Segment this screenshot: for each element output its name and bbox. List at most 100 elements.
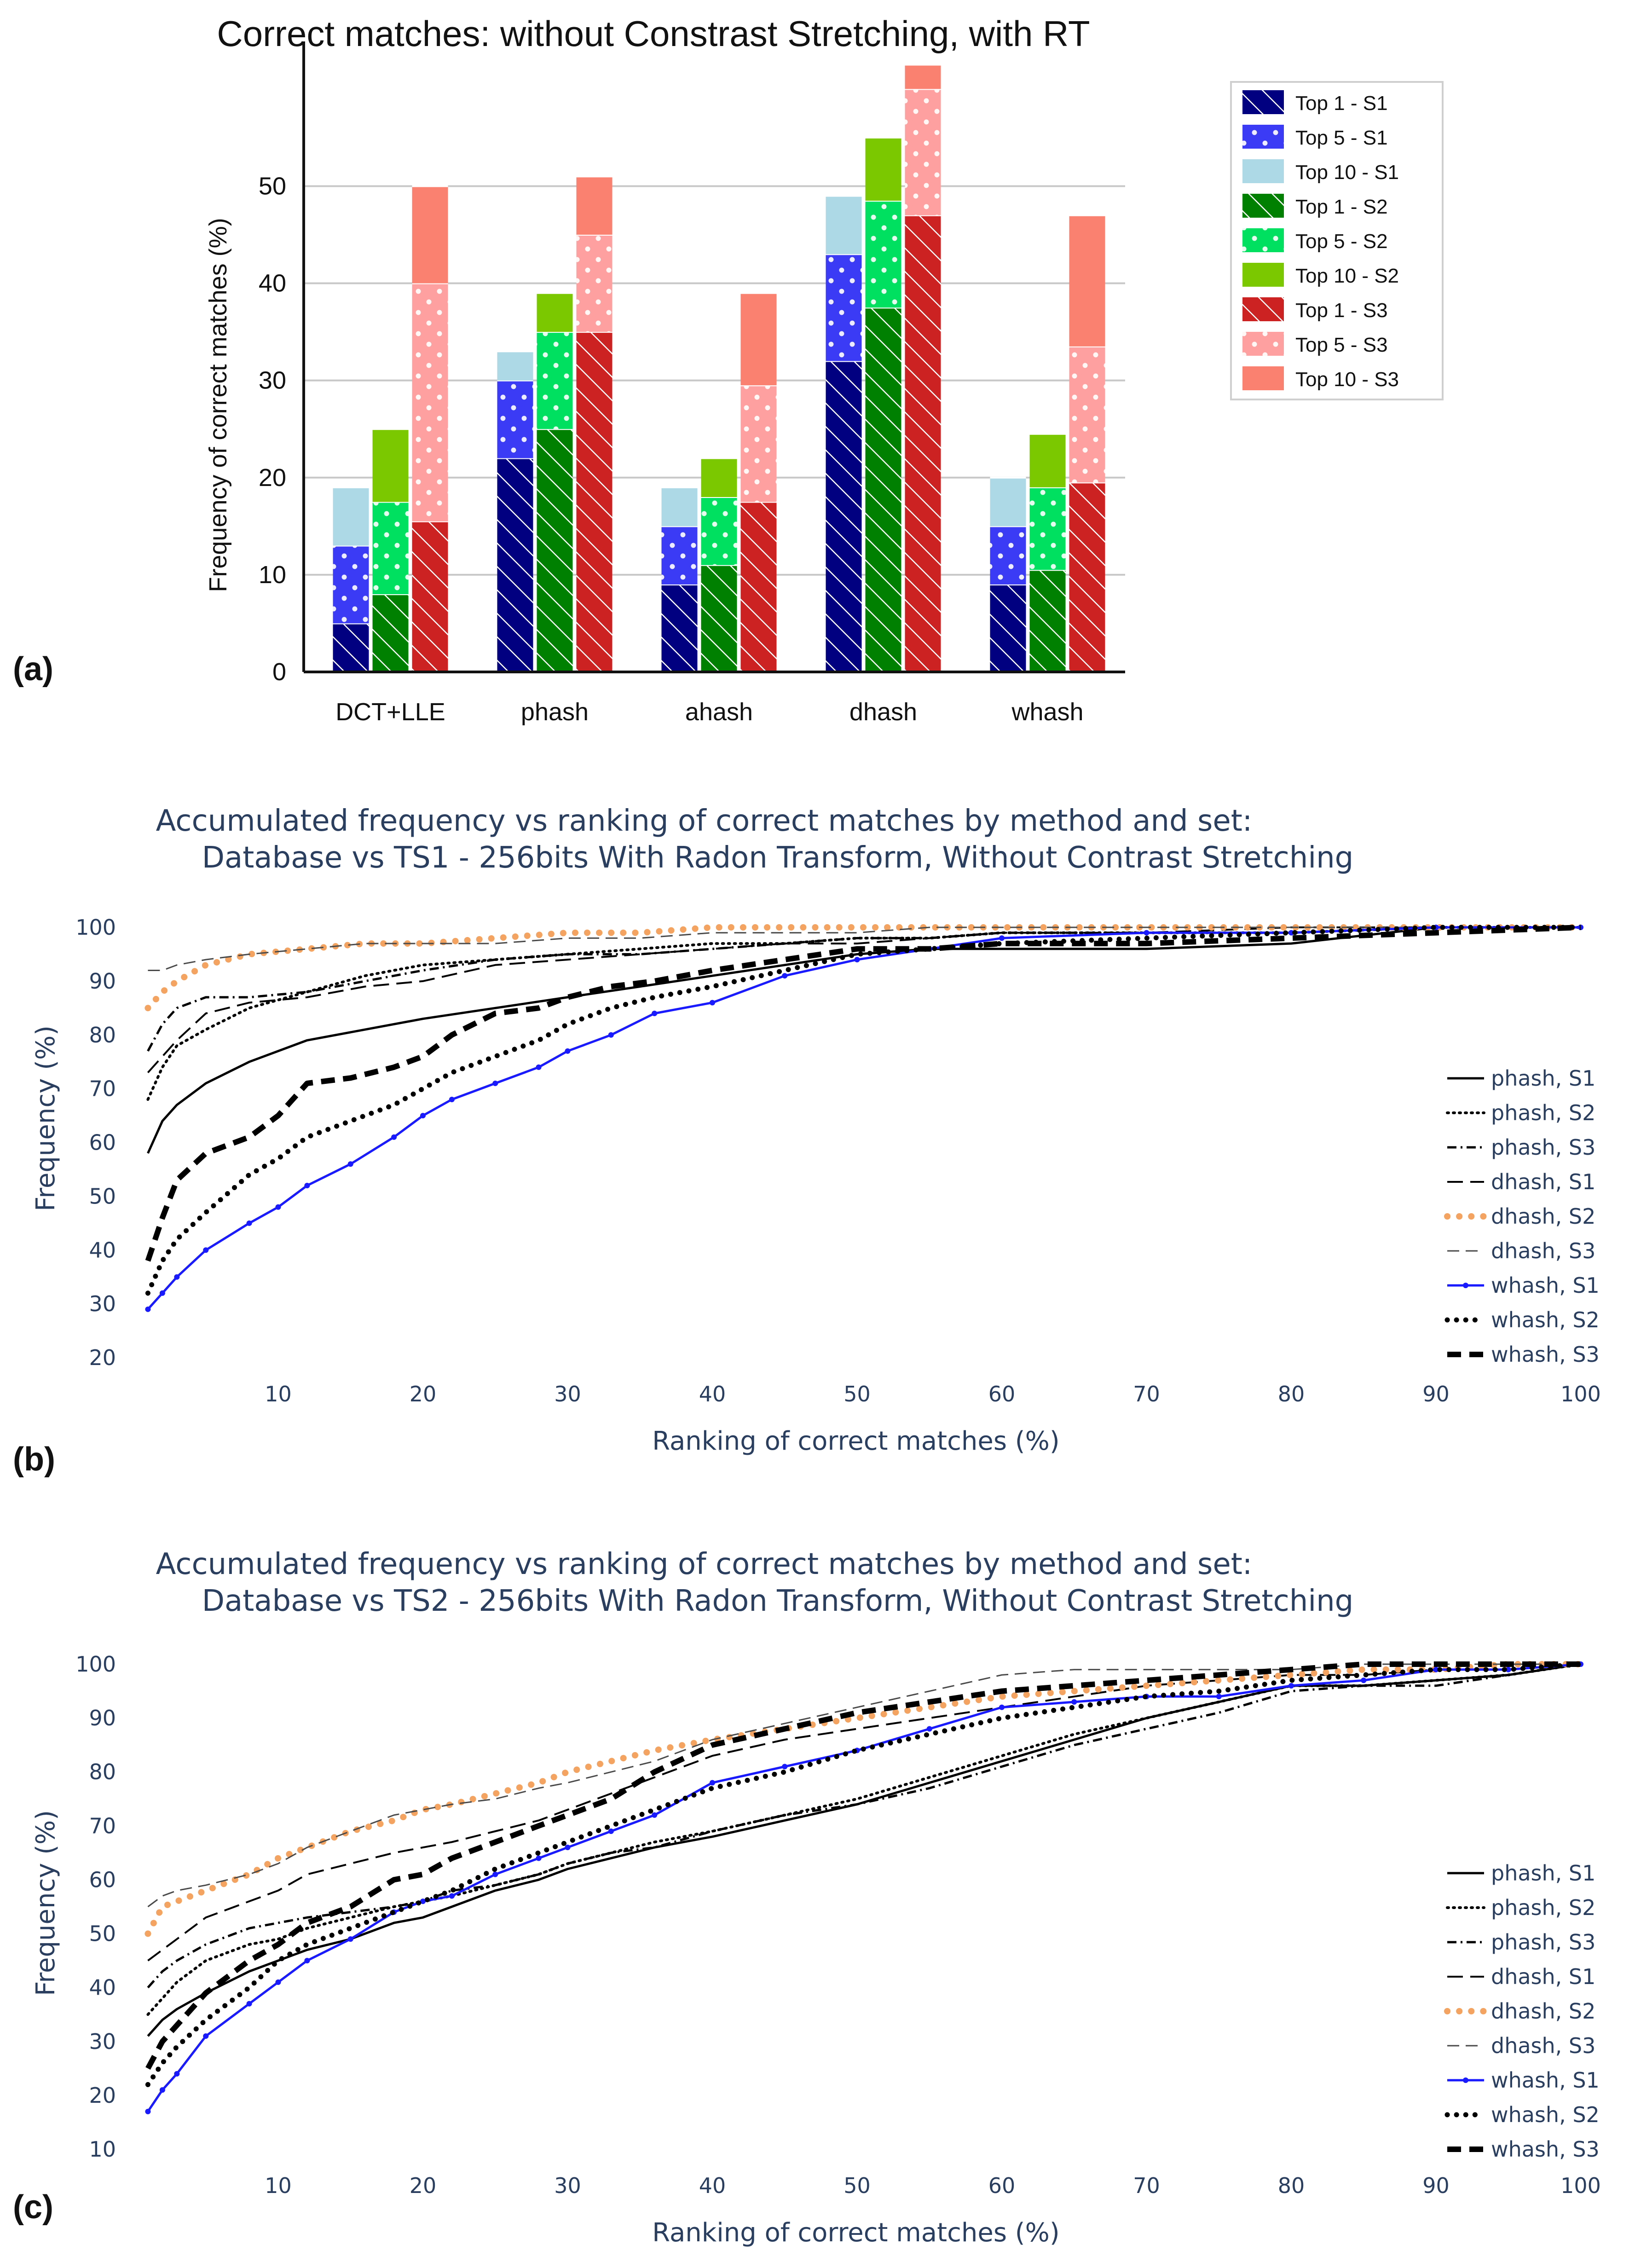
x-tick-label: 50 [843, 2173, 871, 2198]
series-line [146, 1663, 1582, 2016]
y-tick-label: 20 [89, 2083, 116, 2108]
series-line [144, 1661, 1584, 1937]
legend-label: Top 10 - S3 [1295, 368, 1399, 391]
x-tick-label: 80 [1278, 2173, 1305, 2198]
bar-hatch [497, 458, 533, 672]
series-point [145, 2109, 151, 2115]
series-point [449, 1097, 455, 1102]
x-tick-label: 90 [1422, 1382, 1450, 1406]
series-point [565, 1845, 571, 1851]
legend-label: whash, S2 [1491, 2102, 1600, 2127]
series-point [391, 1134, 397, 1140]
bar-segment [865, 137, 901, 201]
panel-a: Correct matches: without Constrast Stret… [13, 13, 1444, 726]
legend-swatch-dots [1242, 332, 1284, 356]
y-tick-label: 20 [89, 1345, 116, 1370]
bar-segment [333, 487, 369, 546]
legend-label: Top 1 - S3 [1295, 299, 1388, 322]
series-point [652, 1011, 658, 1016]
legend-swatch-dots [1242, 125, 1284, 149]
bar-segment [826, 196, 862, 255]
x-tick-label: DCT+LLE [335, 698, 445, 726]
series-point [926, 1726, 932, 1732]
series-line [147, 926, 1581, 1073]
series-point [1433, 1666, 1439, 1672]
series-point [565, 1048, 571, 1054]
series-line [147, 1663, 1581, 2112]
y-tick-label: 80 [89, 1023, 116, 1047]
chart-a-y-axis-label: Frequency of correct matches (%) [204, 218, 232, 592]
y-tick-label: 40 [89, 1238, 116, 1262]
bar-segment [990, 477, 1026, 526]
series-point [1144, 930, 1150, 936]
legend-label: whash, S2 [1491, 1308, 1600, 1332]
series-point [710, 1000, 715, 1006]
bar-segment [1069, 215, 1105, 347]
chart-a-x-ticks: DCT+LLE phash ahash dhash whash [335, 698, 1083, 726]
x-tick-label: 20 [410, 2173, 437, 2198]
series-point [420, 1113, 426, 1119]
legend-label: dhash, S2 [1491, 1204, 1595, 1229]
x-tick-label: whash [1011, 698, 1083, 726]
bar-dots [905, 89, 941, 215]
bar-dots [661, 526, 698, 584]
chart-c-plot: 10 20 30 40 50 60 70 80 90 100 10 20 30 40 50 60 70 80 90 1… [75, 1652, 1601, 2198]
chart-c-title-line1: Accumulated frequency vs ranking of corr… [156, 1547, 1253, 1581]
bar-dots [333, 545, 369, 624]
y-tick-label: 10 [89, 2137, 116, 2162]
y-tick-label: 50 [89, 1921, 116, 1946]
legend-label: dhash, S3 [1491, 2033, 1595, 2058]
legend-label: Top 10 - S2 [1295, 265, 1399, 287]
series-point [347, 1936, 353, 1942]
bar-hatch [576, 332, 612, 672]
series-point [608, 1032, 614, 1038]
series-line [147, 1663, 1581, 1908]
series-point [1288, 1683, 1294, 1689]
legend-label: Top 5 - S2 [1295, 230, 1388, 253]
legend-swatch [1242, 159, 1284, 183]
bar-dots [576, 235, 612, 332]
bar-hatch [412, 521, 448, 672]
x-tick-label: 60 [988, 1382, 1016, 1406]
bar-dots [740, 385, 777, 502]
series-point [536, 1064, 542, 1070]
series-point [304, 1958, 310, 1964]
series-point [608, 1828, 614, 1834]
series-point [1216, 1694, 1222, 1700]
bar-dots [412, 283, 448, 521]
bar-dots [826, 254, 862, 361]
bar-dots [865, 201, 901, 308]
series-point [652, 1812, 658, 1818]
series-line [145, 925, 1581, 1262]
bar-segment [661, 487, 698, 526]
bar-hatch [990, 584, 1026, 672]
legend-label: Top 5 - S1 [1295, 127, 1388, 149]
y-tick-label: 60 [89, 1130, 116, 1155]
bar-segment [372, 429, 409, 502]
bar-dots [1069, 346, 1105, 483]
legend-swatch [1242, 263, 1284, 287]
x-tick-label: 20 [410, 1382, 437, 1406]
series-point [159, 2087, 165, 2093]
series-point [304, 1183, 310, 1188]
y-tick-label: 30 [259, 367, 286, 394]
legend-swatch-hatch [1242, 194, 1284, 218]
chart-b-plot: 20 30 40 50 60 70 80 90 100 10 20 30 40 50 60 70 80 90 100… [75, 915, 1601, 1406]
bar-dots [990, 526, 1026, 584]
chart-b-title-line2: Database vs TS1 - 256bits With Radon Tra… [202, 841, 1354, 875]
series-point [159, 1290, 165, 1296]
y-tick-label: 10 [259, 561, 286, 589]
y-tick-label: 40 [259, 270, 286, 297]
bar-segment [412, 186, 448, 284]
series-point [492, 1871, 498, 1877]
y-tick-label: 30 [89, 2029, 116, 2054]
series-point [246, 2001, 252, 2007]
y-tick-label: 90 [89, 1706, 116, 1730]
series-line [147, 1663, 1581, 2037]
bar-hatch [740, 502, 777, 672]
bar-segment [497, 351, 533, 381]
series-point [492, 1080, 498, 1086]
x-tick-label: 40 [699, 1382, 726, 1406]
series-line [145, 1661, 1581, 2070]
